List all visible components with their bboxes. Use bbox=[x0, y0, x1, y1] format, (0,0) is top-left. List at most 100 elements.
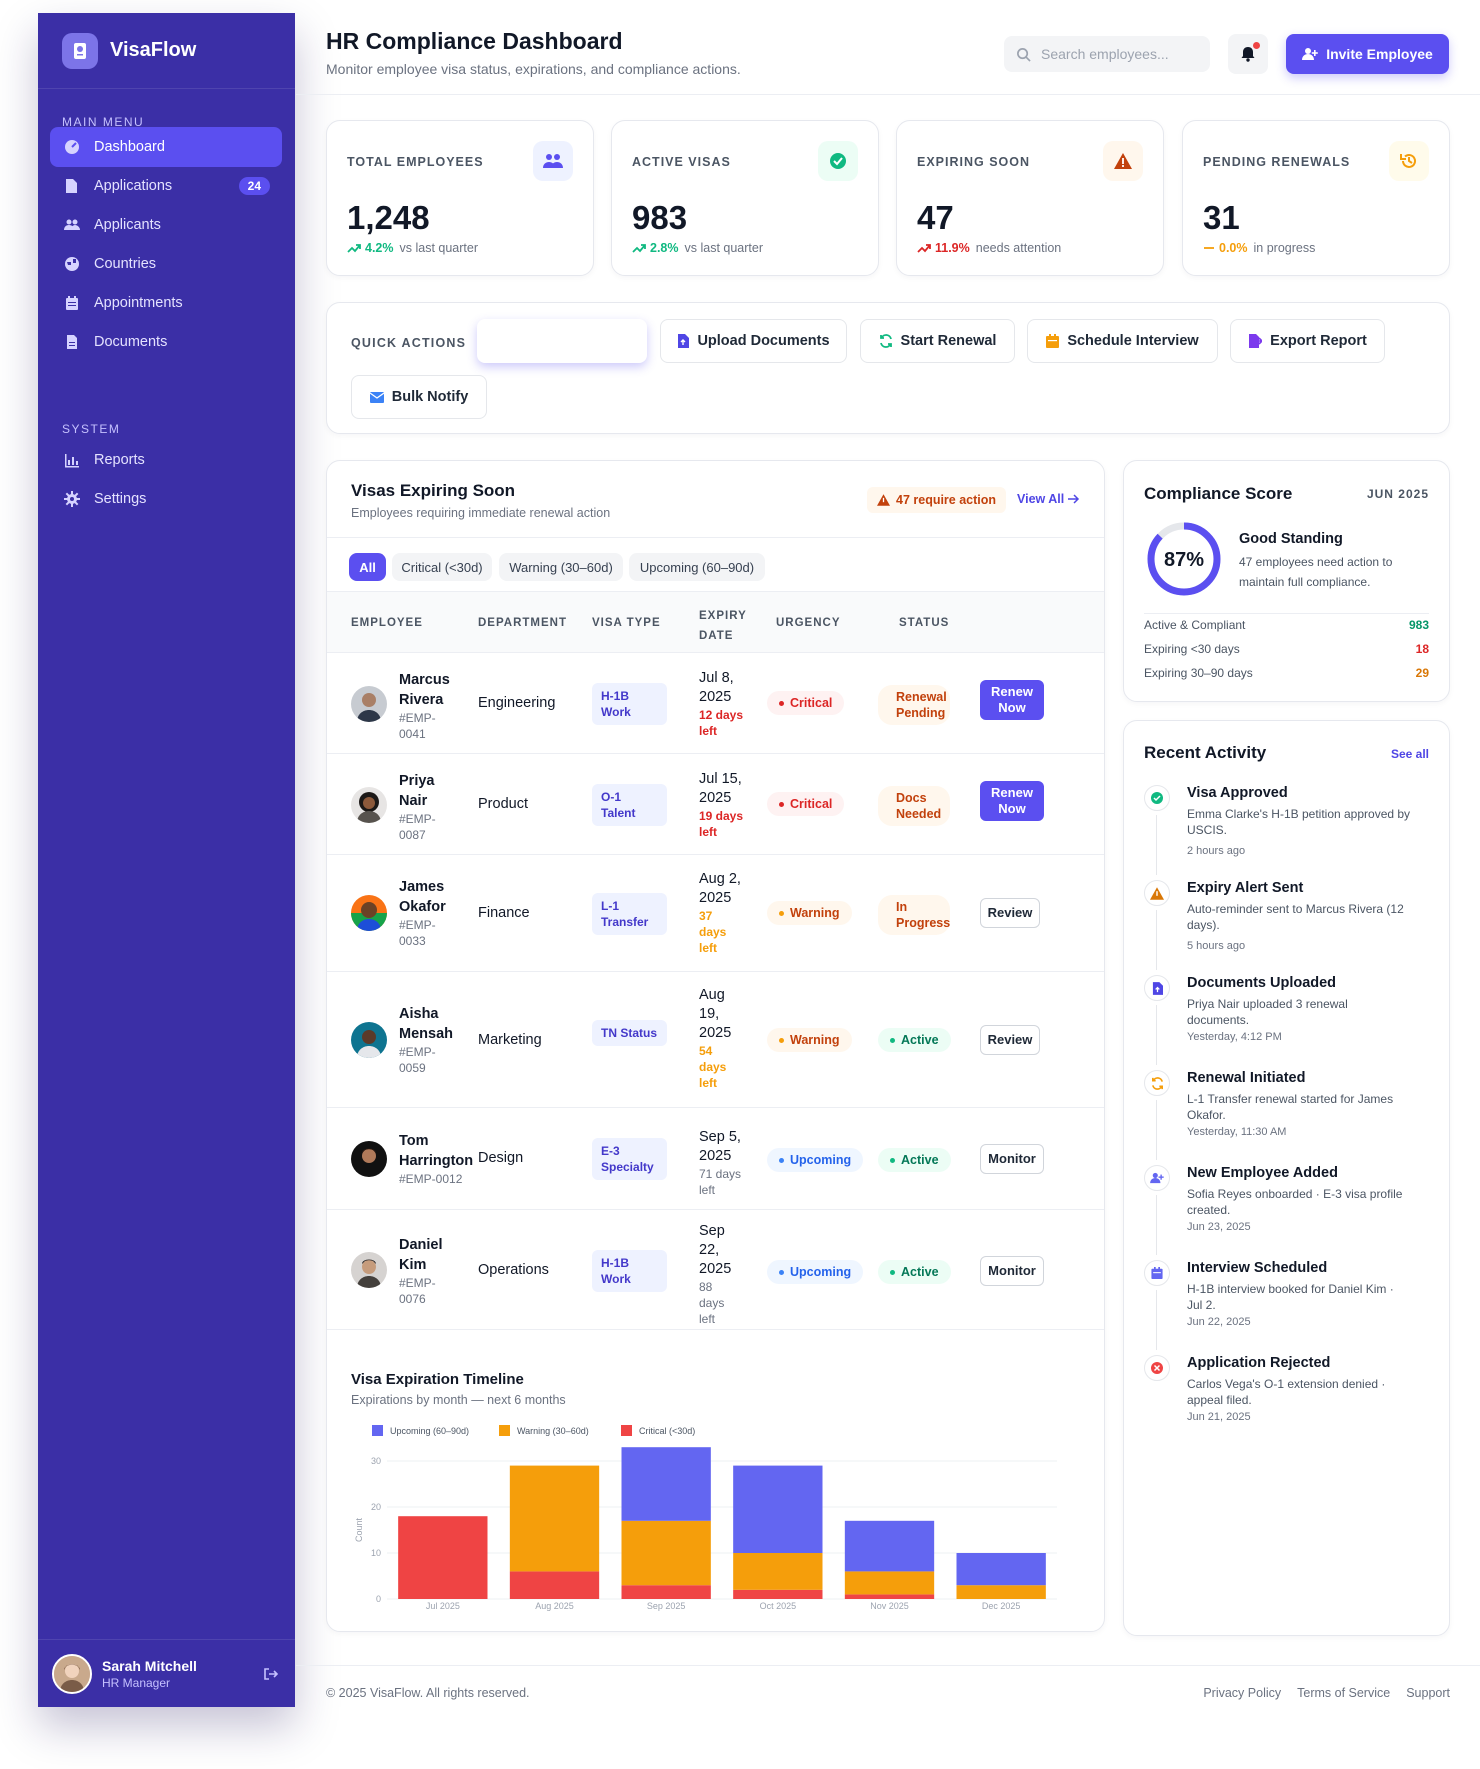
bar-segment bbox=[956, 1553, 1046, 1586]
activity-item[interactable]: Interview Scheduled H-1B interview booke… bbox=[1144, 1260, 1429, 1350]
support-link[interactable]: Support bbox=[1406, 1686, 1450, 1700]
logout-icon[interactable] bbox=[263, 1666, 279, 1682]
quick-action-label: Bulk Notify bbox=[391, 389, 469, 405]
stat-card-total-employees: TOTAL EMPLOYEES 1,248 4.2% vs last quart… bbox=[326, 120, 594, 276]
sidebar-item-label: Dashboard bbox=[94, 139, 165, 155]
activity-description: H-1B interview booked for Daniel Kim · J… bbox=[1187, 1282, 1394, 1312]
status-label: Renewal Pending bbox=[896, 690, 947, 720]
stat-trend: 2.8% vs last quarter bbox=[632, 241, 763, 255]
schedule-interview-button[interactable]: Schedule Interview bbox=[1027, 319, 1218, 363]
terms-of-service-link[interactable]: Terms of Service bbox=[1297, 1686, 1391, 1700]
invite-employee-button[interactable]: Invite Employee bbox=[1286, 34, 1449, 74]
activity-item[interactable]: Renewal Initiated L-1 Transfer renewal s… bbox=[1144, 1070, 1429, 1160]
filter-upcoming[interactable]: Upcoming (60–90d) bbox=[629, 553, 765, 581]
copyright: © 2025 VisaFlow. All rights reserved. bbox=[326, 1686, 530, 1700]
quick-action-label: Upload Documents bbox=[697, 333, 830, 349]
bulk-notify-button[interactable]: Bulk Notify bbox=[351, 375, 487, 419]
sidebar-item-reports[interactable]: Reports bbox=[50, 440, 282, 480]
activity-title: Recent Activity bbox=[1144, 743, 1267, 762]
start-renewal-button[interactable]: Start Renewal bbox=[860, 319, 1015, 363]
timeline-line bbox=[1156, 815, 1157, 875]
require-action-badge: 47 require action bbox=[867, 487, 1007, 513]
monitor-button[interactable]: Monitor bbox=[980, 1256, 1044, 1286]
stat-trend-note: vs last quarter bbox=[399, 241, 479, 255]
employee-name: James Okafor bbox=[399, 879, 446, 915]
brand[interactable]: VisaFlow bbox=[38, 13, 295, 89]
sidebar-item-applications[interactable]: Applications 24 bbox=[50, 166, 282, 206]
renew-now-button[interactable]: Renew Now bbox=[980, 781, 1044, 821]
metric-label: Expiring 30–90 days bbox=[1144, 666, 1253, 680]
user-plus-icon bbox=[1144, 1165, 1170, 1191]
activity-title: Application Rejected bbox=[1187, 1355, 1331, 1371]
bar-segment bbox=[621, 1447, 711, 1521]
stat-trend-pct: 11.9% bbox=[935, 241, 970, 255]
trend-up-icon bbox=[347, 244, 361, 253]
status-label: Active bbox=[901, 1033, 939, 1047]
renew-now-button[interactable]: Renew Now bbox=[980, 680, 1044, 720]
urgency-label: Upcoming bbox=[790, 1153, 852, 1167]
expiry-date: Sep 22, 2025 bbox=[699, 1223, 732, 1277]
filter-warning[interactable]: Warning (30–60d) bbox=[499, 553, 623, 581]
file-icon bbox=[66, 179, 77, 193]
quick-invite-employee-button[interactable]: Invite Employee bbox=[477, 319, 647, 363]
search-input[interactable]: Search employees... bbox=[1004, 36, 1210, 72]
table-row[interactable]: Marcus Rivera #EMP-0041 Engineering H-1B … bbox=[327, 653, 1104, 754]
activity-item[interactable]: Expiry Alert Sent Auto-reminder sent to … bbox=[1144, 880, 1429, 970]
urgency-label: Critical bbox=[790, 797, 833, 811]
system-heading: SYSTEM bbox=[62, 422, 121, 436]
stat-trend: 4.2% vs last quarter bbox=[347, 241, 478, 255]
compliance-score-value: 87% bbox=[1163, 549, 1205, 571]
privacy-policy-link[interactable]: Privacy Policy bbox=[1203, 1686, 1282, 1700]
sidebar-item-documents[interactable]: Documents bbox=[50, 322, 282, 362]
upload-documents-button[interactable]: Upload Documents bbox=[660, 319, 847, 363]
search-icon bbox=[1017, 47, 1031, 62]
monitor-button[interactable]: Monitor bbox=[980, 1144, 1044, 1174]
review-button[interactable]: Review bbox=[980, 898, 1040, 928]
quick-action-label: Start Renewal bbox=[900, 333, 997, 349]
ring-progress bbox=[1147, 522, 1221, 596]
sidebar-item-appointments[interactable]: Appointments bbox=[50, 283, 282, 323]
activity-time: Yesterday, 11:30 AM bbox=[1187, 1126, 1287, 1138]
activity-description: Priya Nair uploaded 3 renewal documents. bbox=[1187, 997, 1348, 1027]
activity-item[interactable]: New Employee Added Sofia Reyes onboarded… bbox=[1144, 1165, 1429, 1255]
sidebar-item-settings[interactable]: Settings bbox=[50, 479, 282, 519]
table-row[interactable]: Tom Harrington #EMP-0012 Design E-3 Speci… bbox=[327, 1108, 1104, 1210]
filter-all[interactable]: All bbox=[349, 553, 386, 581]
filter-critical[interactable]: Critical (<30d) bbox=[392, 553, 492, 581]
urgency-label: Critical bbox=[790, 696, 833, 710]
sidebar-item-dashboard[interactable]: Dashboard bbox=[50, 127, 282, 167]
activity-description: Auto-reminder sent to Marcus Rivera (12 … bbox=[1187, 902, 1404, 932]
compliance-score-ring bbox=[1147, 522, 1221, 596]
visa-type-tag: H-1B Work bbox=[592, 683, 667, 725]
check-icon bbox=[1144, 785, 1170, 811]
avatar bbox=[351, 895, 387, 931]
col-urgency: URGENCY bbox=[776, 617, 841, 629]
export-report-button[interactable]: Export Report bbox=[1230, 319, 1385, 363]
expiry-date: Jul 8, 2025 bbox=[699, 670, 734, 705]
metric-label: Expiring <30 days bbox=[1144, 642, 1240, 656]
status-label: Active bbox=[901, 1265, 939, 1279]
table-row[interactable]: James Okafor #EMP-0033 Finance L-1 Transf… bbox=[327, 855, 1104, 972]
activity-item[interactable]: Visa Approved Emma Clarke's H-1B petitio… bbox=[1144, 785, 1429, 875]
table-row[interactable]: Aisha Mensah #EMP-0059 Marketing TN Statu… bbox=[327, 972, 1104, 1108]
warning-icon bbox=[877, 494, 890, 506]
activity-item[interactable]: Application Rejected Carlos Vega's O-1 e… bbox=[1144, 1355, 1429, 1445]
notifications-button[interactable] bbox=[1228, 34, 1268, 74]
main-menu-heading: MAIN MENU bbox=[62, 115, 145, 129]
table-row[interactable]: Daniel Kim #EMP-0076 Operations H-1B Work… bbox=[327, 1210, 1104, 1330]
bar-segment bbox=[398, 1516, 488, 1599]
expiry-date: Jul 15, 2025 bbox=[699, 771, 742, 806]
sidebar-item-countries[interactable]: Countries bbox=[50, 244, 282, 284]
activity-item[interactable]: Documents Uploaded Priya Nair uploaded 3… bbox=[1144, 975, 1429, 1065]
see-all-link[interactable]: See all bbox=[1390, 747, 1429, 761]
urgency-badge: Upcoming bbox=[767, 1148, 864, 1172]
sidebar-item-applicants[interactable]: Applicants bbox=[50, 205, 282, 245]
review-button[interactable]: Review bbox=[980, 1025, 1040, 1055]
calendar-icon bbox=[1046, 334, 1060, 348]
view-all-link[interactable]: View All bbox=[1017, 492, 1080, 506]
user-profile[interactable]: Sarah Mitchell HR Manager bbox=[38, 1639, 295, 1707]
timeline-line bbox=[1156, 910, 1157, 970]
warning-icon bbox=[1144, 880, 1170, 906]
arrow-right-icon bbox=[1068, 494, 1080, 504]
table-row[interactable]: Priya Nair #EMP-0087 Product O-1 Talent J… bbox=[327, 754, 1104, 855]
